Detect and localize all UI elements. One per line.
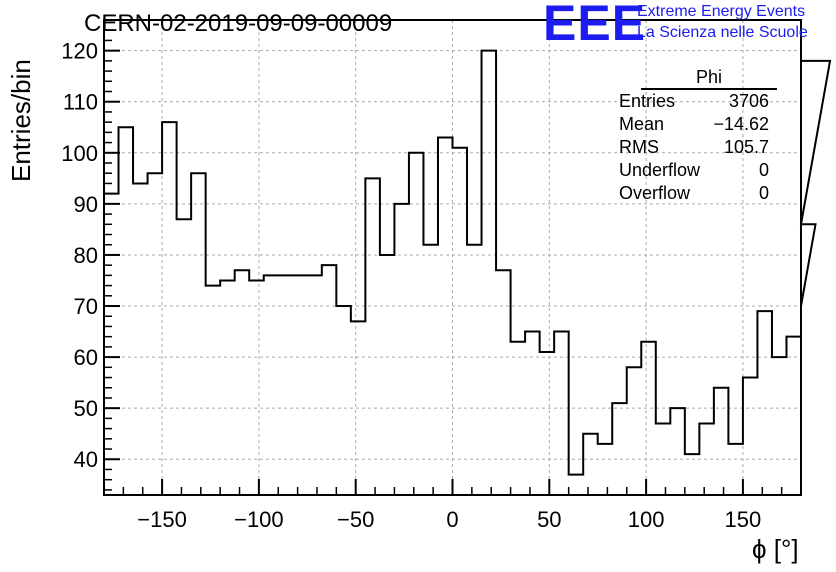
y-tick-label: 60 — [74, 345, 98, 370]
y-tick-label: 110 — [63, 90, 98, 115]
stats-value: 105.7 — [723, 137, 769, 157]
x-tick-label: 0 — [446, 507, 458, 532]
x-tick-label: −50 — [337, 507, 374, 532]
axis-tick-labels: −150 −100 −50 0 50 100 150 40 50 60 70 80 90 100 110 12… — [61, 39, 761, 532]
stats-value: 0 — [758, 160, 769, 180]
chart-title: CERN-02-2019-09-09-00009 — [84, 10, 393, 37]
stats-title: Phi — [641, 66, 777, 90]
y-tick-label: 90 — [74, 192, 98, 217]
y-tick-label: 80 — [74, 243, 98, 268]
y-tick-label: 120 — [61, 39, 98, 64]
stats-label: Overflow — [619, 183, 691, 203]
stats-row: Entries 3706 — [611, 90, 777, 113]
y-tick-label: 70 — [74, 294, 98, 319]
x-axis-label: ϕ [°] — [752, 534, 799, 564]
histogram-line — [104, 49, 832, 476]
y-tick-label: 50 — [74, 396, 98, 421]
x-tick-label: 100 — [628, 507, 665, 532]
y-tick-label: 100 — [61, 141, 98, 166]
stats-label: Entries — [619, 91, 676, 111]
stats-row: Overflow 0 — [611, 182, 777, 205]
stats-box: Phi Entries 3706 Mean −14.62 RMS 105.7 Unde… — [611, 66, 777, 205]
stats-value: 0 — [758, 183, 769, 203]
axis-ticks — [103, 19, 802, 495]
logo-tagline-1: Extreme Energy Events — [637, 3, 806, 20]
y-axis-label: Entries/bin — [6, 59, 36, 182]
stats-row: RMS 105.7 — [611, 136, 777, 159]
stats-label: Underflow — [619, 160, 701, 180]
grid-lines — [104, 20, 801, 495]
eee-logo: EEE — [543, 0, 647, 51]
stats-row: Underflow 0 — [611, 159, 777, 182]
x-tick-label: 50 — [537, 507, 561, 532]
stats-value: 3706 — [728, 91, 769, 111]
x-tick-label: −150 — [137, 507, 187, 532]
logo-tagline-2: La Scienza nelle Scuole — [637, 24, 808, 41]
x-tick-label: 150 — [725, 507, 762, 532]
stats-value: −14.62 — [713, 114, 769, 134]
stats-label: RMS — [619, 137, 659, 157]
stats-row: Mean −14.62 — [611, 113, 777, 136]
y-tick-label: 40 — [74, 447, 98, 472]
stats-label: Mean — [619, 114, 665, 134]
x-tick-label: −100 — [234, 507, 284, 532]
